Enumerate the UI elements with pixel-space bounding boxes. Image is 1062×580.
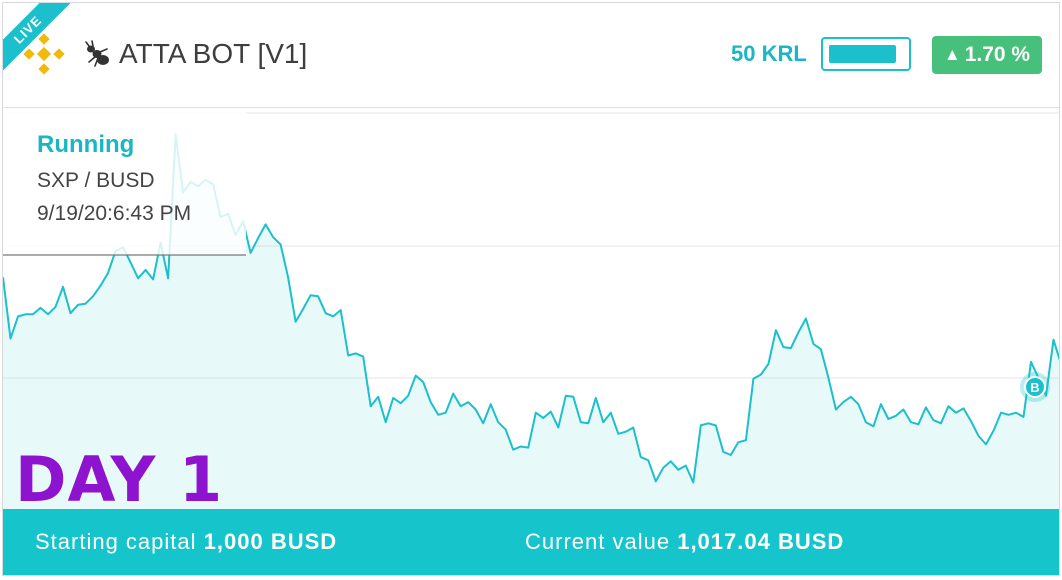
buy-marker[interactable]: B	[1020, 372, 1050, 402]
price-chart: B	[3, 109, 1059, 510]
change-value: 1.70 %	[964, 43, 1031, 66]
buy-marker-label: B	[1030, 380, 1039, 395]
ant-icon	[85, 40, 109, 67]
bot-info: Running SXP / BUSD 9/19/20:6:43 PM	[37, 131, 191, 226]
krl-meter	[821, 37, 911, 71]
footer: Starting capital 1,000 BUSD Current valu…	[3, 509, 1059, 575]
current-value-label: Current value	[525, 529, 671, 554]
starting-capital-value: 1,000 BUSD	[203, 529, 338, 554]
up-arrow-icon: ▲	[943, 45, 961, 64]
trading-pair: SXP / BUSD	[37, 169, 155, 192]
current-value: Current value 1,017.04 BUSD	[525, 529, 844, 555]
timestamp: 9/19/20:6:43 PM	[37, 202, 192, 225]
info-overlay	[3, 109, 246, 255]
bot-status: Running	[37, 131, 135, 158]
starting-capital-label: Starting capital	[35, 529, 197, 554]
current-value-amount: 1,017.04 BUSD	[677, 529, 845, 554]
krl-amount: 50 KRL	[731, 41, 807, 66]
bot-title: ATTA BOT [V1]	[83, 35, 307, 73]
header: LIVE	[3, 3, 1059, 107]
binance-logo-icon	[23, 33, 65, 75]
day-label: DAY 1	[15, 443, 224, 516]
change-badge: ▲ 1.70 %	[932, 36, 1042, 74]
krl-meter-fill	[829, 45, 896, 63]
bot-name: ATTA BOT [V1]	[119, 38, 308, 69]
starting-capital: Starting capital 1,000 BUSD	[35, 529, 337, 555]
header-divider	[3, 107, 1059, 108]
